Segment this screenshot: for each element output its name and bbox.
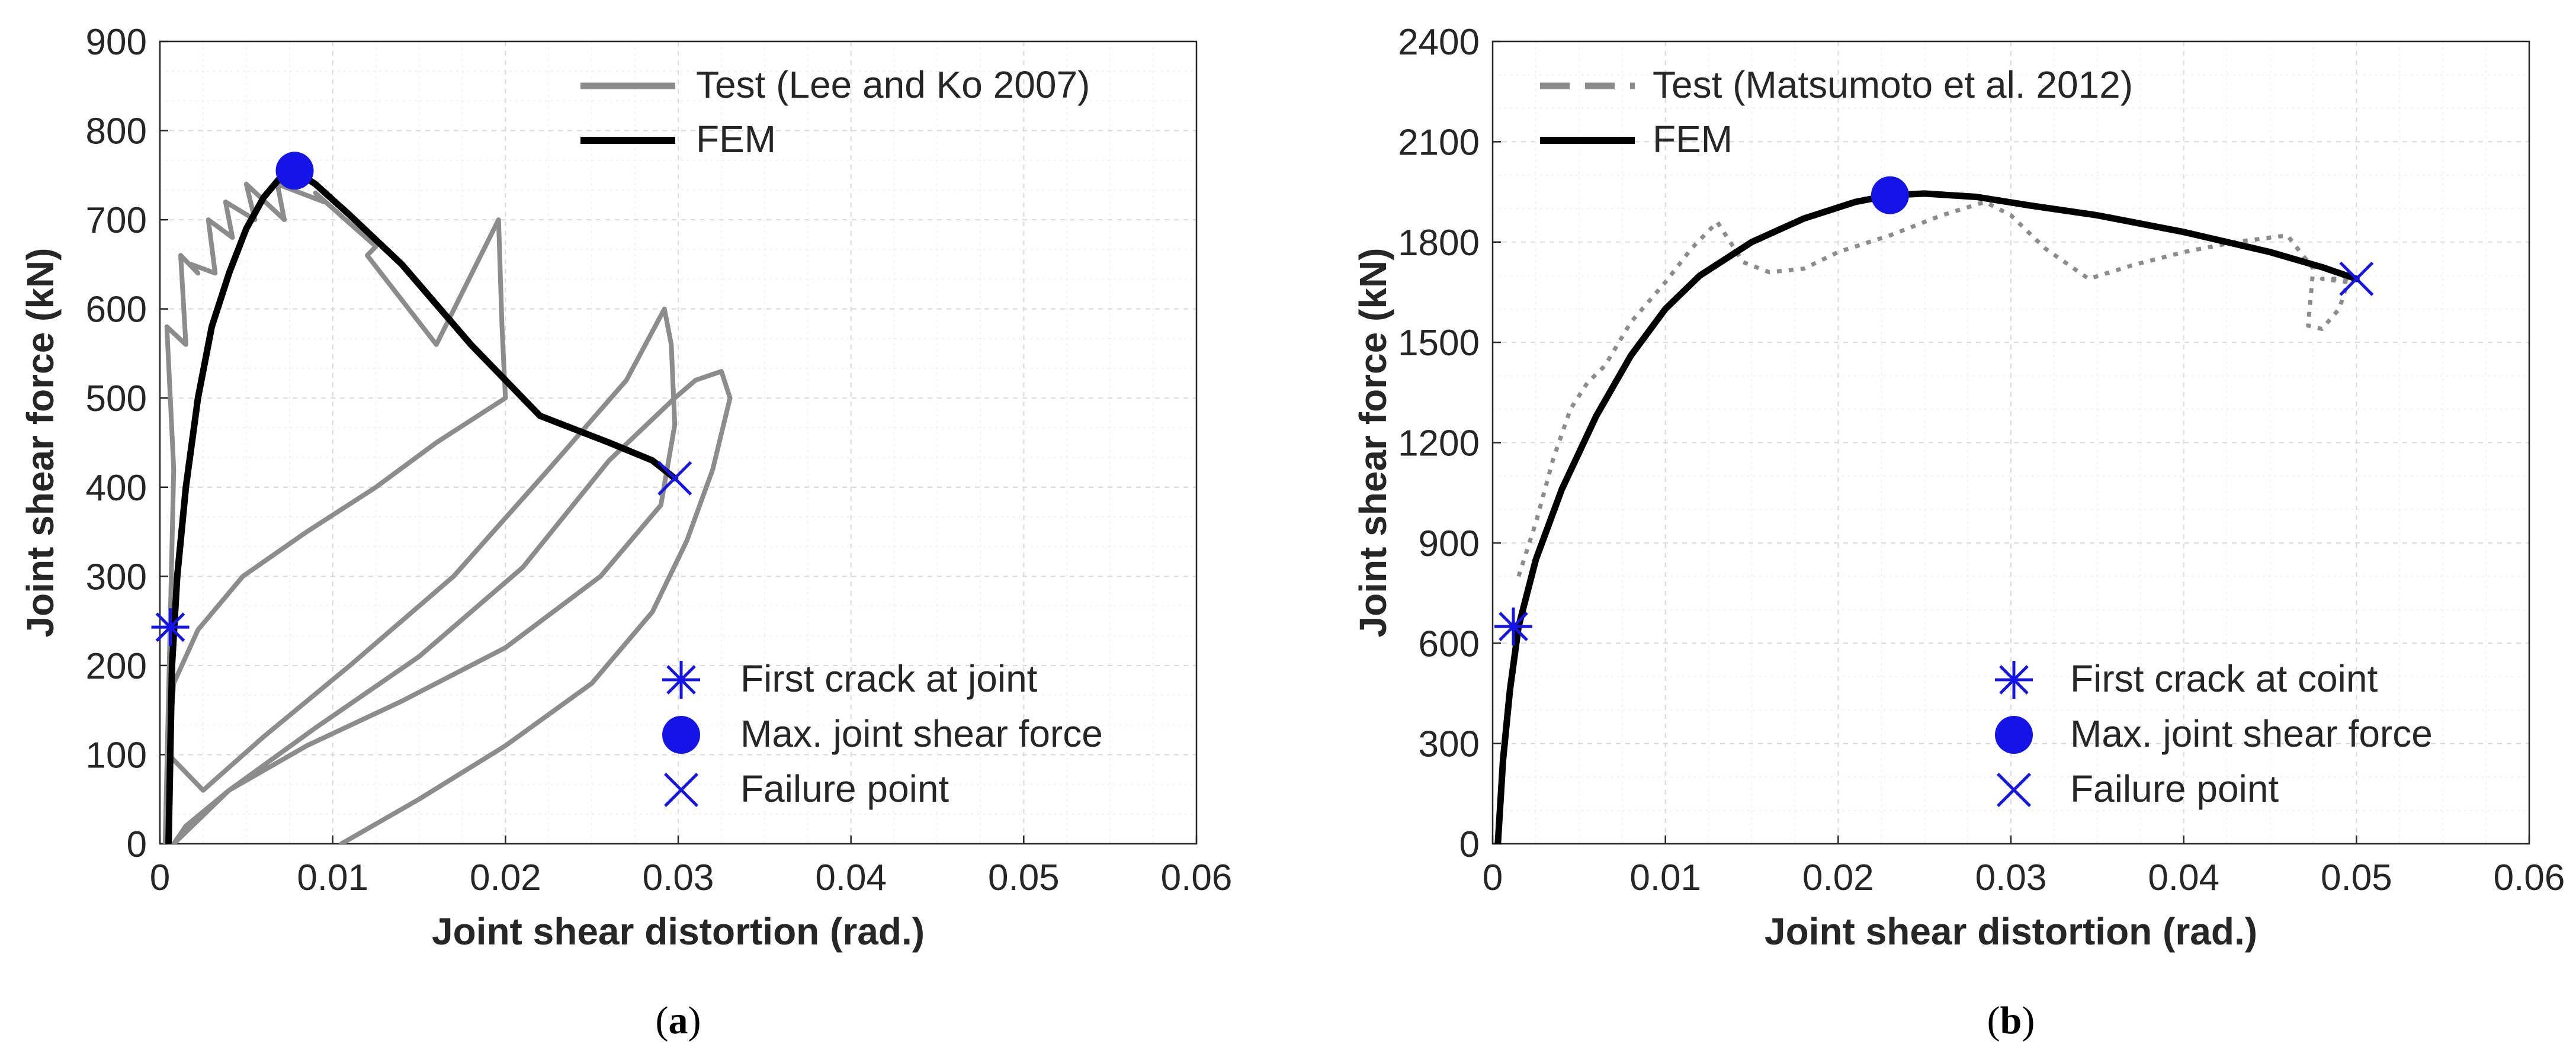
legend-marker-circle (662, 716, 700, 754)
legend-line-label: Test (Lee and Ko 2007) (696, 63, 1090, 106)
y-tick-label: 200 (86, 646, 147, 687)
y-tick-label: 500 (86, 378, 147, 419)
series-line-test (1516, 200, 2357, 577)
y-tick-label: 1800 (1398, 223, 1480, 264)
marker-x (2339, 261, 2374, 296)
x-tick-label: 0.02 (1802, 857, 1874, 898)
y-tick-label: 900 (1419, 523, 1480, 564)
marker-circle (275, 152, 314, 190)
legend-line-label: FEM (1653, 118, 1733, 160)
y-tick-label: 1500 (1398, 323, 1480, 364)
x-tick-label: 0.04 (2148, 857, 2219, 898)
legend-line-label: Test (Matsumoto et al. 2012) (1653, 63, 2133, 106)
x-tick-label: 0.01 (297, 857, 368, 898)
y-tick-label: 2100 (1398, 122, 1480, 163)
y-tick-label: 600 (1419, 624, 1480, 664)
chart-panel-a: 0 0.01 0.02 0.03 0.04 0.05 0.06 0 100 200 300 400 50… (19, 22, 1232, 953)
x-tick-label: 0.03 (643, 857, 714, 898)
legend-marker-circle (1995, 716, 2033, 754)
series-line-fem (165, 167, 678, 844)
plot-area (162, 167, 733, 844)
y-tick-label: 300 (86, 557, 147, 597)
y-tick-label: 300 (1419, 724, 1480, 765)
legend-marker-label: First crack at joint (740, 657, 1038, 700)
y-tick-label: 400 (86, 468, 147, 509)
y-tick-label: 0 (127, 824, 147, 865)
y-tick-label: 900 (86, 22, 147, 63)
y-tick-label: 1200 (1398, 423, 1480, 464)
y-tick-label: 100 (86, 735, 147, 776)
series-line-test (162, 181, 733, 844)
marker-x (657, 461, 692, 496)
legend-line-label: FEM (696, 118, 776, 160)
legend-marker-x (664, 773, 698, 807)
x-axis-label: Joint shear distortion (rad.) (432, 910, 925, 953)
marker-asterisk (1494, 608, 1532, 646)
legend-marker-asterisk (1995, 661, 2033, 699)
x-tick-label: 0.05 (988, 857, 1060, 898)
y-tick-label: 800 (86, 111, 147, 152)
legend-marker-asterisk (662, 661, 700, 699)
y-tick-label: 600 (86, 290, 147, 330)
x-tick-label: 0.05 (2321, 857, 2392, 898)
x-tick-label: 0.06 (1161, 857, 1233, 898)
x-tick-label: 0.03 (1975, 857, 2047, 898)
y-tick-label: 700 (86, 200, 147, 241)
x-tick-label: 0.01 (1629, 857, 1701, 898)
plot-area (1494, 190, 2360, 844)
chart-panel-b: 0 0.01 0.02 0.03 0.04 0.05 0.06 0 300 600 900 1200 1… (1352, 22, 2565, 953)
legend-marker-label: Failure point (2070, 767, 2279, 810)
panel-label: (b) (1987, 999, 2035, 1042)
marker-asterisk (151, 608, 190, 647)
y-tick-label: 0 (1459, 824, 1480, 865)
legend-marker-label: Max. joint shear force (740, 712, 1103, 755)
x-tick-label: 0 (1483, 857, 1503, 898)
legend-marker-label: Failure point (740, 767, 949, 810)
x-tick-label: 0.06 (2494, 857, 2565, 898)
x-tick-label: 0 (150, 857, 170, 898)
y-axis-label: Joint shear force (kN) (19, 248, 62, 638)
x-tick-label: 0.04 (815, 857, 887, 898)
legend-marker-label: First crack at coint (2070, 657, 2378, 700)
legend-marker-label: Max. joint shear force (2070, 712, 2433, 755)
x-axis-label: Joint shear distortion (rad.) (1765, 910, 2257, 953)
panel-label: (a) (656, 999, 701, 1042)
y-tick-label: 2400 (1398, 22, 1480, 63)
legend-marker-x (1997, 773, 2031, 807)
x-tick-label: 0.02 (470, 857, 541, 898)
marker-circle (1871, 176, 1909, 214)
series-line-fem (1494, 190, 2360, 844)
y-axis-label: Joint shear force (kN) (1352, 248, 1394, 638)
